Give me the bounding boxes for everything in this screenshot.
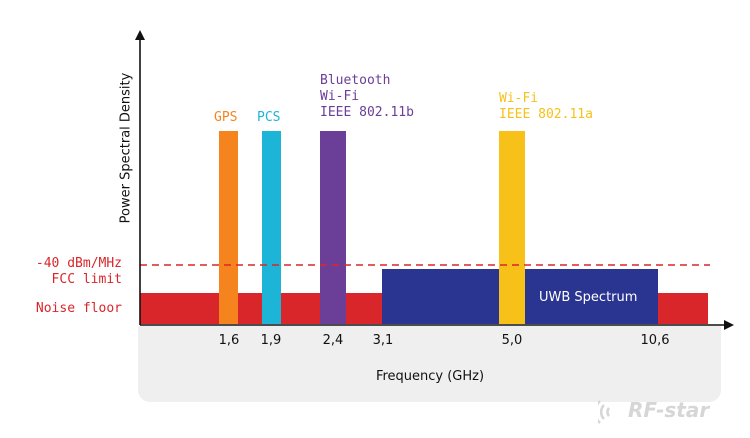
rf-star-logo-text: RF-star bbox=[628, 398, 710, 422]
bluetooth-band bbox=[320, 131, 346, 324]
wifi-5ghz-label: Wi-Fi IEEE 802.11a bbox=[499, 91, 593, 122]
pcs-label: PCS bbox=[257, 110, 281, 125]
bluetooth-label: Bluetooth Wi-Fi IEEE 802.11b bbox=[320, 73, 414, 120]
pcs-band bbox=[262, 131, 281, 324]
fcc-limit-label: -40 dBm/MHz FCC limit bbox=[35, 256, 122, 287]
axis-panel bbox=[138, 326, 721, 402]
tick-label: 10,6 bbox=[640, 333, 670, 348]
noise-floor-label: Noise floor bbox=[35, 301, 122, 316]
x-axis-arrow bbox=[724, 320, 734, 330]
rf-star-logo: RF-star bbox=[598, 393, 738, 429]
gps-band bbox=[219, 131, 238, 324]
tick-label: 1,9 bbox=[260, 333, 282, 348]
wifi-5ghz-band bbox=[499, 131, 525, 324]
tick-label: 1,6 bbox=[218, 333, 240, 348]
x-axis-title: Frequency (GHz) bbox=[375, 369, 485, 384]
signal-waves-icon bbox=[598, 400, 611, 424]
tick-label: 5,0 bbox=[501, 333, 523, 348]
gps-label: GPS bbox=[214, 110, 238, 125]
tick-label: 2,4 bbox=[322, 333, 344, 348]
uwb-spectrum-label: UWB Spectrum bbox=[539, 290, 638, 305]
y-axis-arrow bbox=[135, 30, 145, 40]
tick-label: 3,1 bbox=[372, 333, 394, 348]
